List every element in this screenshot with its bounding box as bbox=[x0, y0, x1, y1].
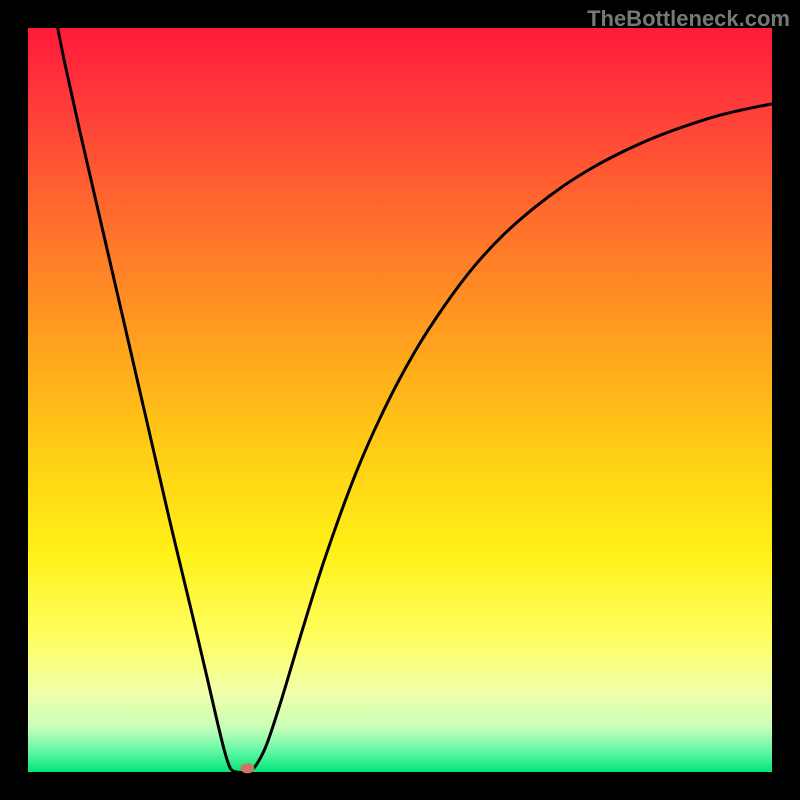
watermark-text: TheBottleneck.com bbox=[587, 6, 790, 32]
bottleneck-chart bbox=[0, 0, 800, 800]
optimal-marker bbox=[240, 763, 254, 773]
chart-container: TheBottleneck.com bbox=[0, 0, 800, 800]
plot-background bbox=[28, 28, 772, 772]
